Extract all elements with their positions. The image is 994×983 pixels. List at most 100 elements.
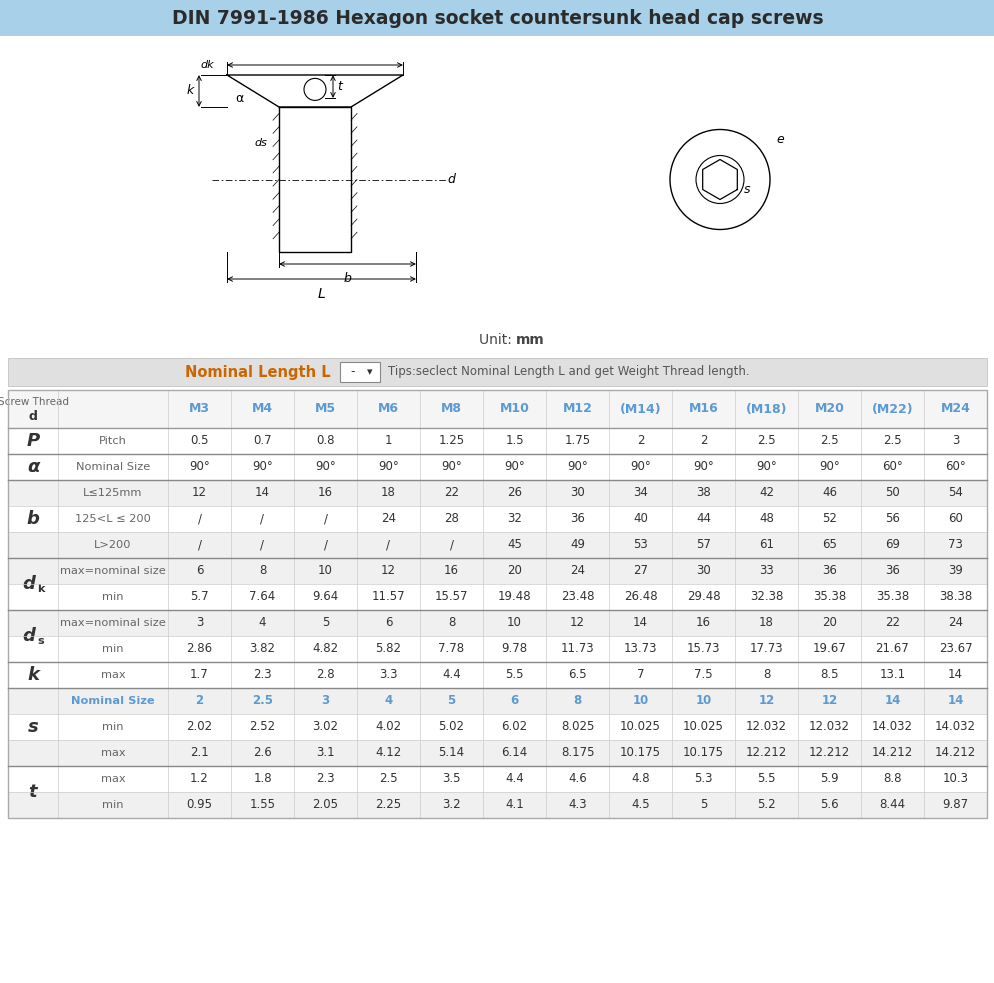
Text: 23.67: 23.67 — [937, 643, 971, 656]
Text: 34: 34 — [632, 487, 647, 499]
Text: 2.5: 2.5 — [819, 434, 838, 447]
Text: 9.87: 9.87 — [941, 798, 967, 812]
Bar — [8, 454, 986, 480]
Text: 38: 38 — [696, 487, 710, 499]
Text: 2.5: 2.5 — [883, 434, 901, 447]
Text: Pitch: Pitch — [99, 436, 127, 446]
Text: 3.3: 3.3 — [379, 668, 398, 681]
Text: (M18): (M18) — [745, 402, 786, 416]
Text: /: / — [449, 539, 453, 551]
Text: 6: 6 — [385, 616, 392, 629]
Text: 10.3: 10.3 — [941, 773, 967, 785]
Text: 125<L ≤ 200: 125<L ≤ 200 — [75, 514, 151, 524]
Text: 21.67: 21.67 — [875, 643, 909, 656]
Text: d: d — [29, 410, 38, 423]
Text: 2: 2 — [699, 434, 707, 447]
Text: 48: 48 — [758, 512, 773, 526]
Text: 42: 42 — [758, 487, 773, 499]
Text: 7.64: 7.64 — [249, 591, 275, 604]
Text: t: t — [337, 80, 342, 93]
Text: max: max — [100, 670, 125, 680]
Text: 13.1: 13.1 — [879, 668, 905, 681]
Text: 14.032: 14.032 — [871, 721, 912, 733]
Text: Screw Thread: Screw Thread — [0, 397, 69, 407]
Text: k: k — [37, 584, 44, 594]
Text: 1: 1 — [385, 434, 392, 447]
Text: mm: mm — [515, 333, 544, 347]
Text: 12: 12 — [381, 564, 396, 577]
Text: 4.5: 4.5 — [630, 798, 649, 812]
Text: /: / — [386, 539, 390, 551]
Text: 10: 10 — [632, 695, 648, 708]
Text: 18: 18 — [758, 616, 773, 629]
Text: M5: M5 — [315, 402, 336, 416]
Text: s: s — [37, 636, 44, 646]
Text: /: / — [197, 539, 202, 551]
Text: 6: 6 — [196, 564, 203, 577]
Text: 0.8: 0.8 — [316, 434, 334, 447]
Text: 7.5: 7.5 — [694, 668, 712, 681]
Text: 2.1: 2.1 — [190, 746, 209, 760]
Text: /: / — [197, 512, 202, 526]
Text: Nominal Length L: Nominal Length L — [185, 365, 330, 379]
Text: 1.2: 1.2 — [190, 773, 209, 785]
Text: 90°: 90° — [504, 460, 525, 474]
Text: 14.032: 14.032 — [934, 721, 975, 733]
Text: 16: 16 — [318, 487, 333, 499]
Bar — [8, 390, 986, 428]
Text: L>200: L>200 — [94, 540, 131, 550]
Text: k: k — [27, 666, 39, 684]
Text: (M22): (M22) — [871, 402, 912, 416]
Text: max: max — [100, 748, 125, 758]
Text: 52: 52 — [821, 512, 836, 526]
Text: ds: ds — [253, 139, 266, 148]
Text: 4.4: 4.4 — [505, 773, 524, 785]
Text: 5.3: 5.3 — [694, 773, 712, 785]
Text: 61: 61 — [758, 539, 773, 551]
Text: 2: 2 — [195, 695, 204, 708]
Text: 8.175: 8.175 — [561, 746, 593, 760]
Text: M24: M24 — [939, 402, 969, 416]
Text: 4.02: 4.02 — [375, 721, 402, 733]
Text: 23.48: 23.48 — [561, 591, 593, 604]
Text: min: min — [102, 800, 123, 810]
Text: 20: 20 — [507, 564, 522, 577]
Text: b: b — [343, 272, 351, 285]
Text: min: min — [102, 644, 123, 654]
Text: 5.5: 5.5 — [756, 773, 775, 785]
Text: 28: 28 — [443, 512, 458, 526]
Text: 22: 22 — [884, 616, 900, 629]
Text: M8: M8 — [440, 402, 461, 416]
Bar — [8, 662, 986, 688]
Text: 14: 14 — [884, 695, 900, 708]
Text: min: min — [102, 592, 123, 602]
Bar — [8, 766, 986, 792]
Text: max=nominal size: max=nominal size — [60, 618, 166, 628]
Text: 4.12: 4.12 — [375, 746, 402, 760]
Text: 27: 27 — [632, 564, 647, 577]
Text: 46: 46 — [821, 487, 836, 499]
Bar — [8, 688, 986, 714]
Text: 8.5: 8.5 — [819, 668, 838, 681]
Text: M16: M16 — [688, 402, 718, 416]
Text: 5: 5 — [447, 695, 455, 708]
Text: 3: 3 — [951, 434, 958, 447]
Text: DIN 7991-1986 Hexagon socket countersunk head cap screws: DIN 7991-1986 Hexagon socket countersunk… — [172, 9, 822, 28]
Text: 90°: 90° — [378, 460, 399, 474]
Bar — [8, 480, 986, 506]
Text: 5.14: 5.14 — [438, 746, 464, 760]
Text: 1.75: 1.75 — [564, 434, 590, 447]
Text: 4.3: 4.3 — [568, 798, 586, 812]
Text: 56: 56 — [885, 512, 899, 526]
Text: 90°: 90° — [567, 460, 587, 474]
Text: 20: 20 — [821, 616, 836, 629]
Text: 4.8: 4.8 — [630, 773, 649, 785]
Text: L≤125mm: L≤125mm — [83, 488, 142, 498]
Text: 1.55: 1.55 — [249, 798, 275, 812]
Text: 2: 2 — [636, 434, 643, 447]
Text: 11.57: 11.57 — [372, 591, 405, 604]
Text: 90°: 90° — [755, 460, 776, 474]
Text: 2.25: 2.25 — [375, 798, 402, 812]
Bar — [8, 532, 986, 558]
Text: 1.8: 1.8 — [252, 773, 271, 785]
